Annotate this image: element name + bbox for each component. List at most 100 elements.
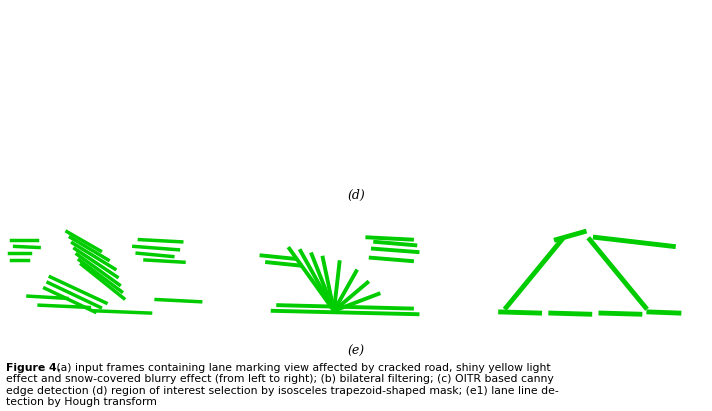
Point <box>342 65 354 71</box>
Point <box>61 97 72 104</box>
Point <box>46 132 57 139</box>
Point <box>555 50 567 57</box>
Point <box>571 52 582 59</box>
Point <box>114 90 125 97</box>
Point <box>307 65 318 72</box>
Point <box>637 72 648 78</box>
Point <box>149 120 160 127</box>
Point <box>672 60 684 67</box>
Point <box>445 64 456 70</box>
Point <box>124 98 135 105</box>
Point <box>614 70 626 76</box>
Point <box>185 144 197 150</box>
Point <box>172 104 184 111</box>
Point <box>169 96 181 102</box>
Point <box>23 119 35 126</box>
Point <box>659 79 671 86</box>
Point <box>178 112 189 118</box>
Point <box>165 135 177 142</box>
Point <box>48 146 60 152</box>
Point <box>134 132 145 138</box>
Point <box>168 90 179 96</box>
Point <box>192 109 203 115</box>
Point <box>185 117 197 123</box>
Point <box>143 115 155 122</box>
Point <box>616 66 627 72</box>
Point <box>525 71 537 78</box>
Point <box>635 57 646 64</box>
Point <box>117 147 129 154</box>
Point <box>553 57 565 64</box>
Point <box>152 136 164 143</box>
Point <box>49 89 61 95</box>
Point <box>617 80 628 87</box>
Point <box>506 55 517 62</box>
Point <box>266 48 277 55</box>
Point <box>38 106 50 113</box>
Point <box>46 126 58 132</box>
Point <box>130 92 142 99</box>
Point <box>286 40 297 46</box>
Point <box>197 98 208 105</box>
Point <box>511 80 523 87</box>
Point <box>605 56 617 63</box>
Point <box>181 111 192 118</box>
Point <box>131 148 142 154</box>
Text: (d): (d) <box>347 189 365 202</box>
Point <box>68 139 79 145</box>
Point <box>137 136 149 143</box>
Point <box>483 60 495 67</box>
Point <box>648 44 659 50</box>
Point <box>155 126 166 132</box>
Point <box>116 144 127 151</box>
Point <box>90 151 101 157</box>
Point <box>31 98 43 104</box>
Point <box>375 41 386 47</box>
Point <box>546 47 557 53</box>
Text: effect and snow-covered blurry effect (from left to right); (b) bilateral filter: effect and snow-covered blurry effect (f… <box>6 374 553 384</box>
Point <box>190 93 201 100</box>
Point <box>258 44 269 50</box>
Point <box>148 102 159 109</box>
Point <box>118 101 130 107</box>
Point <box>413 55 424 62</box>
Point <box>157 90 168 97</box>
Point <box>125 99 137 106</box>
Point <box>426 56 438 63</box>
Point <box>522 46 533 53</box>
Point <box>624 59 635 65</box>
Point <box>508 65 519 71</box>
Point <box>632 54 643 60</box>
Point <box>44 128 56 135</box>
Point <box>184 97 195 104</box>
Point <box>96 94 108 101</box>
Point <box>88 125 100 132</box>
Point <box>670 40 681 46</box>
Point <box>248 72 260 79</box>
Point <box>27 149 38 155</box>
Point <box>159 111 171 118</box>
Point <box>582 61 593 68</box>
Point <box>92 148 103 155</box>
Point <box>344 42 355 48</box>
Point <box>306 53 318 59</box>
Point <box>611 74 622 81</box>
Point <box>558 71 570 77</box>
Point <box>528 52 539 58</box>
Point <box>54 148 66 154</box>
Point <box>369 43 380 49</box>
Point <box>203 139 214 145</box>
Point <box>295 67 307 73</box>
Point <box>560 60 572 66</box>
Point <box>433 66 444 72</box>
Point <box>646 53 657 60</box>
Point <box>150 131 161 137</box>
Point <box>19 113 30 120</box>
Point <box>28 91 40 98</box>
Point <box>46 110 58 116</box>
Point <box>410 46 422 52</box>
Point <box>136 143 147 150</box>
Point <box>677 72 689 78</box>
Point <box>370 62 381 68</box>
Point <box>511 66 522 72</box>
